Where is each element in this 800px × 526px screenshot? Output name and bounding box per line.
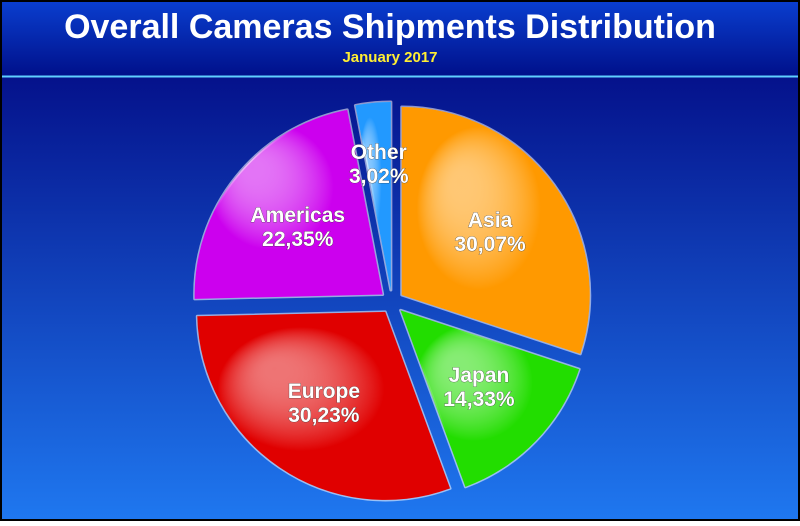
slice-value-label: 22,35% — [262, 228, 334, 251]
slice-label: Japan — [449, 364, 510, 387]
slice-value-label: 30,23% — [288, 404, 360, 427]
header — [0, 0, 800, 76]
slice-label: Europe — [288, 380, 360, 403]
slice-value-label: 3,02% — [349, 165, 409, 188]
slice-label: Other — [351, 141, 407, 164]
slice-label: Americas — [251, 204, 346, 227]
slice-value-label: 30,07% — [454, 233, 526, 256]
chart-subtitle: January 2017 — [342, 49, 437, 66]
slice-value-label: 14,33% — [443, 388, 515, 411]
chart-title: Overall Cameras Shipments Distribution — [64, 8, 716, 46]
slice-label: Asia — [468, 209, 513, 232]
